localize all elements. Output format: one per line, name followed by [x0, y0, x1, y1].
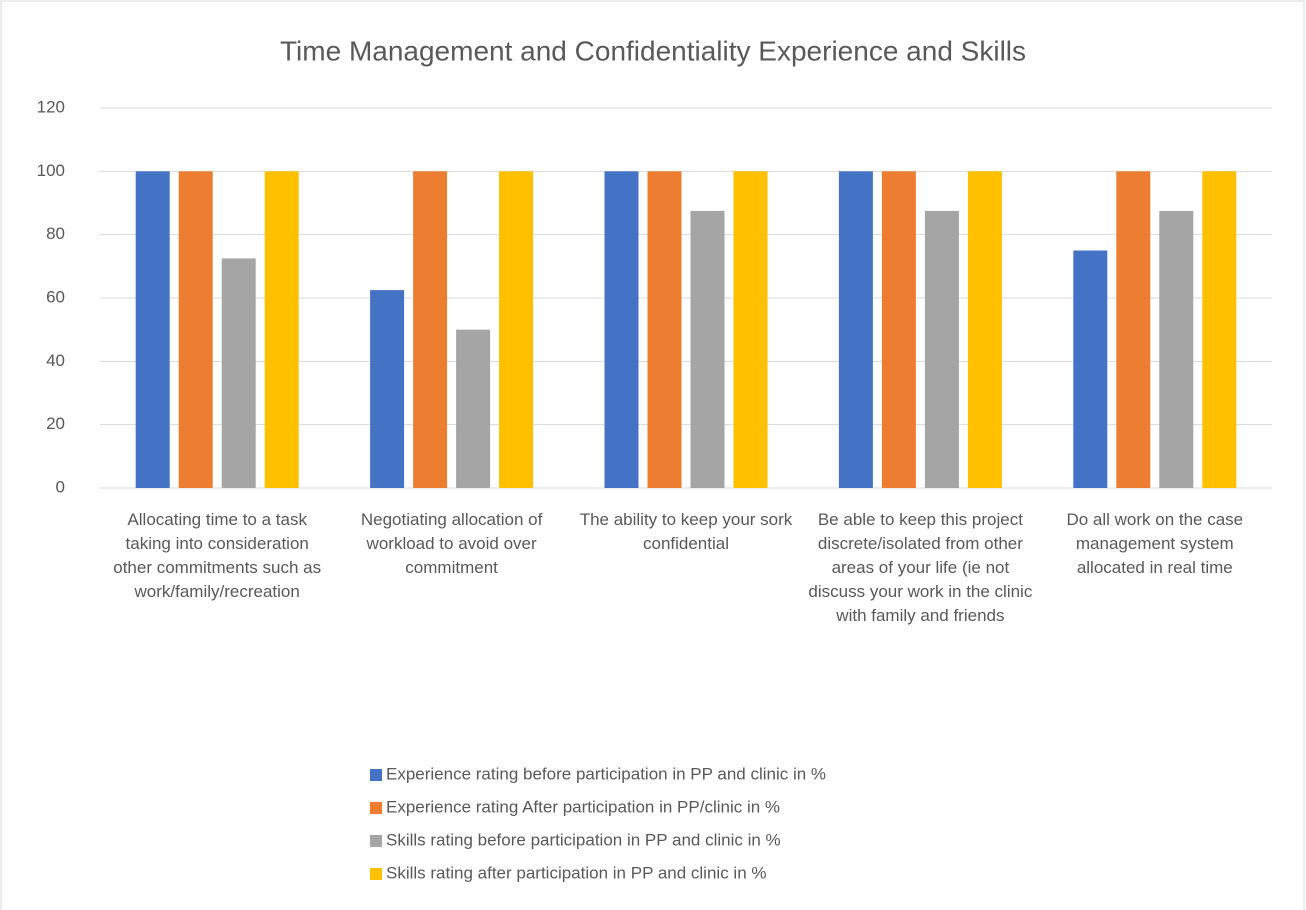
- x-tick-label: Be able to keep this project discrete/is…: [808, 510, 1033, 625]
- bar: [370, 290, 405, 488]
- bar: [838, 171, 873, 489]
- y-tick-label: 120: [37, 97, 65, 116]
- bar: [1116, 171, 1151, 489]
- y-tick-label: 40: [46, 351, 65, 370]
- y-tick-label: 20: [46, 414, 65, 433]
- legend-swatch: [370, 868, 382, 880]
- legend-label: Experience rating After participation in…: [386, 797, 780, 816]
- bar: [221, 258, 256, 488]
- bar: [1073, 250, 1108, 488]
- bar: [924, 210, 959, 488]
- bar: [647, 171, 682, 489]
- x-tick-label: Do all work on the case management syste…: [1066, 510, 1244, 577]
- legend-label: Experience rating before participation i…: [386, 764, 826, 783]
- bar: [967, 171, 1002, 489]
- y-tick-label: 100: [37, 161, 65, 180]
- y-tick-label: 80: [46, 224, 65, 243]
- bar: [881, 171, 916, 489]
- x-tick-label: The ability to keep your sork confidenti…: [579, 510, 793, 553]
- bar: [413, 171, 448, 489]
- bar: [1202, 171, 1237, 489]
- bar: [604, 171, 639, 489]
- bar: [135, 171, 170, 489]
- bar: [456, 329, 491, 488]
- bar: [690, 210, 725, 488]
- bar: [1159, 210, 1194, 488]
- x-tick-label: Negotiating allocation of workload to av…: [360, 510, 543, 577]
- bar: [733, 171, 768, 489]
- y-tick-label: 60: [46, 287, 65, 306]
- legend-label: Skills rating after participation in PP …: [386, 863, 766, 882]
- legend-swatch: [370, 802, 382, 814]
- y-tick-label: 0: [56, 477, 65, 496]
- bar: [178, 171, 213, 489]
- chart-title: Time Management and Confidentiality Expe…: [280, 35, 1026, 66]
- bar: [499, 171, 534, 489]
- x-tick-label: Allocating time to a task taking into co…: [113, 510, 322, 601]
- legend-label: Skills rating before participation in PP…: [386, 830, 781, 849]
- legend-swatch: [370, 835, 382, 847]
- bar: [264, 171, 299, 489]
- legend-swatch: [370, 769, 382, 781]
